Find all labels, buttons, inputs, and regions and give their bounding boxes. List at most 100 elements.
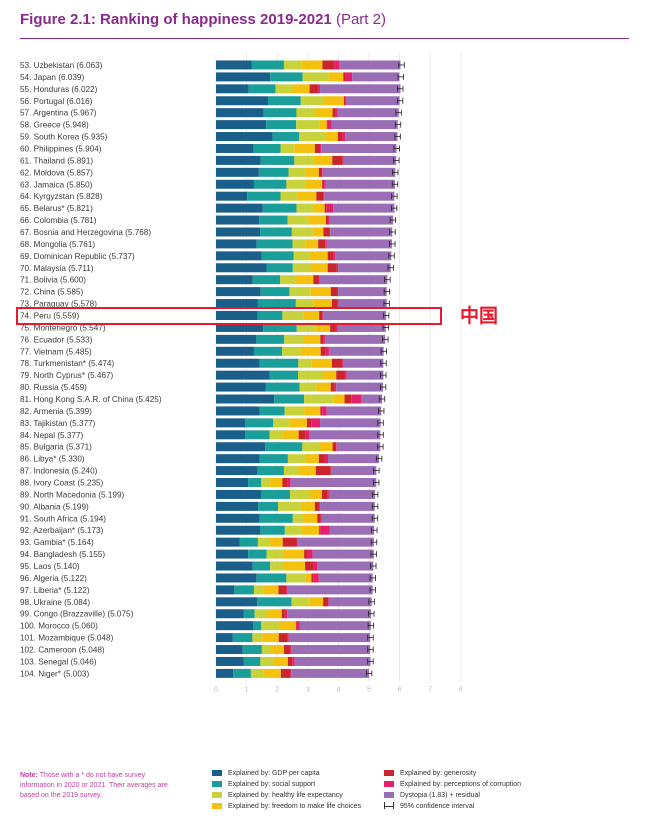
bar-segment-gdp xyxy=(216,179,254,189)
bar-row xyxy=(216,322,386,332)
legend-item: Explained by: social support xyxy=(212,780,315,790)
x-tick-label: 7 xyxy=(428,686,432,693)
bar-segment-gdp xyxy=(216,466,258,476)
bar-segment-corruption xyxy=(325,239,327,249)
country-label: 53. Uzbekistan (6.063) xyxy=(20,61,103,70)
bar-segment-freedom xyxy=(328,72,344,82)
bar-segment-social xyxy=(265,442,303,452)
bar-segment-generosity xyxy=(319,310,323,320)
bar-segment-health xyxy=(292,263,311,273)
bar-segment-health xyxy=(288,167,306,177)
country-label: 72. China (5.585) xyxy=(20,288,84,297)
bar-segment-corruption xyxy=(322,167,323,177)
bar-segment-social xyxy=(260,155,295,165)
bar-row xyxy=(216,263,391,273)
country-label: 71. Bolivia (5.600) xyxy=(20,276,86,285)
bar-segment-freedom xyxy=(322,370,337,380)
bar-segment-social xyxy=(252,275,281,285)
ci-whisker xyxy=(398,61,405,68)
bar-row xyxy=(216,299,387,309)
bar-segment-health xyxy=(300,96,325,106)
bar-segment-gdp xyxy=(216,585,235,595)
country-label: 86. Libya* (5.330) xyxy=(20,455,85,464)
bar-segment-social xyxy=(272,132,300,142)
bar-segment-health xyxy=(282,346,301,356)
ci-whisker xyxy=(397,73,404,80)
bar-segment-generosity xyxy=(326,120,328,130)
bar-segment-social xyxy=(243,609,255,619)
bar-segment-health xyxy=(293,251,310,261)
bar-segment-social xyxy=(234,585,254,595)
bar-segment-health xyxy=(284,525,302,535)
bar-row xyxy=(216,275,388,285)
x-tick-label: 0 xyxy=(214,686,218,693)
bar-segment-corruption xyxy=(313,561,317,571)
bar-segment-dystopia xyxy=(333,203,395,213)
bar-segment-health xyxy=(253,585,264,595)
bar-segment-social xyxy=(248,549,267,559)
bar-segment-generosity xyxy=(325,215,328,225)
bar-segment-gdp xyxy=(216,60,252,70)
bar-segment-social xyxy=(257,597,292,607)
bar-segment-freedom xyxy=(273,656,288,666)
bar-segment-health xyxy=(260,656,274,666)
bar-segment-freedom xyxy=(305,167,319,177)
bar-segment-generosity xyxy=(327,251,334,261)
bar-segment-social xyxy=(262,203,297,213)
country-label: 88. Ivory Coast (5.235) xyxy=(20,479,104,488)
bar-row xyxy=(216,668,369,678)
bar-segment-health xyxy=(294,155,314,165)
bar-segment-dystopia xyxy=(319,275,388,285)
bar-segment-freedom xyxy=(263,668,281,678)
ci-whisker xyxy=(393,145,400,152)
ci-whisker xyxy=(375,455,383,462)
ci-whisker xyxy=(384,276,391,283)
bar-segment-health xyxy=(269,430,283,440)
bar-segment-gdp xyxy=(216,454,260,464)
bar-segment-social xyxy=(247,191,281,201)
bar-segment-freedom xyxy=(310,287,331,297)
ci-whisker xyxy=(382,324,389,331)
bar-segment-corruption xyxy=(342,358,343,368)
x-tick-label: 4 xyxy=(336,686,340,693)
bar-segment-corruption xyxy=(320,143,322,153)
bar-segment-corruption xyxy=(284,609,288,619)
bar-segment-health xyxy=(292,513,304,523)
bar-segment-social xyxy=(256,334,285,344)
bar-segment-freedom xyxy=(319,120,327,130)
country-label: 91. South Africa (5.194) xyxy=(20,514,106,523)
bar-row xyxy=(216,489,376,499)
bar-segment-generosity xyxy=(317,513,321,523)
bar-segment-freedom xyxy=(298,191,317,201)
bar-segment-freedom xyxy=(279,621,296,631)
bar-segment-dystopia xyxy=(288,633,371,643)
bar-segment-corruption xyxy=(319,501,321,511)
bar-segment-freedom xyxy=(315,108,333,118)
bar-row xyxy=(216,132,398,142)
country-label: 95. Laos (5.140) xyxy=(20,562,80,571)
legend-item: Explained by: GDP per capita xyxy=(212,769,320,779)
bar-segment-corruption xyxy=(336,442,337,452)
bar-segment-generosity xyxy=(282,478,288,488)
bar-segment-corruption xyxy=(335,322,338,332)
bar-segment-generosity xyxy=(306,418,312,428)
bar-row xyxy=(216,215,394,225)
bar-segment-corruption xyxy=(323,334,325,344)
bar-segment-health xyxy=(278,501,301,511)
bar-segment-dystopia xyxy=(328,346,384,356)
bar-segment-gdp xyxy=(216,275,253,285)
bar-segment-freedom xyxy=(320,442,333,452)
bar-segment-social xyxy=(253,179,287,189)
bar-segment-generosity xyxy=(283,645,290,655)
bar-segment-corruption xyxy=(289,645,292,655)
bar-segment-social xyxy=(257,310,283,320)
bar-segment-corruption xyxy=(345,96,347,106)
bar-segment-social xyxy=(257,299,296,309)
bar-segment-generosity xyxy=(337,132,343,142)
bar-segment-social xyxy=(265,382,300,392)
ci-whisker xyxy=(368,598,375,605)
ci-whisker xyxy=(370,539,378,546)
bar-segment-social xyxy=(248,478,262,488)
bar-row xyxy=(216,633,371,643)
bar-segment-health xyxy=(286,179,306,189)
